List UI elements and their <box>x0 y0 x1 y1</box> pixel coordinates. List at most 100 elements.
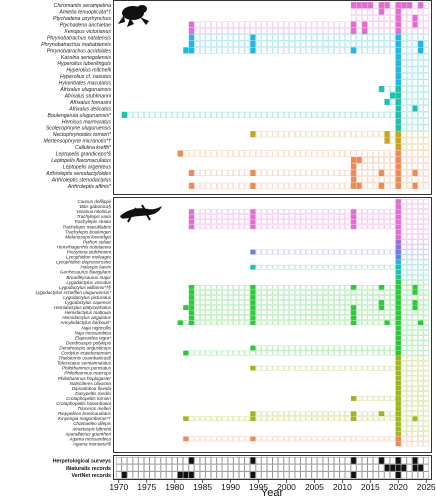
record-cell-empty <box>160 464 167 472</box>
record-cell-empty <box>300 169 306 177</box>
record-cell-empty <box>267 365 273 371</box>
species-label: Afrixalus fornasini <box>69 100 112 106</box>
record-cell-empty <box>417 360 424 366</box>
record-cell-empty <box>406 204 413 209</box>
record-cell-empty <box>373 345 379 351</box>
record-cell-empty <box>300 209 306 214</box>
record-cell-empty <box>417 176 424 183</box>
record-cell-empty <box>373 315 379 321</box>
record-cell-empty <box>222 285 228 290</box>
record-cell-empty <box>412 244 418 250</box>
record-cell-empty <box>322 300 329 305</box>
record-cell-empty <box>423 182 429 189</box>
record-cell-empty <box>390 21 396 28</box>
record-cell-empty <box>317 295 323 300</box>
record-cell-empty <box>255 182 262 189</box>
species-label: Lygodactylus picturatus <box>63 295 112 300</box>
record-cell-empty <box>300 219 306 225</box>
record-cell-empty <box>311 40 318 47</box>
record-cell-empty <box>255 416 262 422</box>
record-cell-empty <box>267 209 273 214</box>
record-cell-empty <box>362 350 368 356</box>
record-cell-empty <box>289 111 295 118</box>
record-cell-empty <box>401 131 407 138</box>
record-cell-empty <box>367 131 373 138</box>
record-cell-empty <box>328 111 334 118</box>
record-cell-empty <box>334 471 340 479</box>
record-cell-empty <box>216 350 223 356</box>
species-label: Arthroleptis xenodactyloides <box>45 171 111 177</box>
record-cell-empty <box>345 111 351 118</box>
record-cell-empty <box>334 40 340 47</box>
record-cell-empty <box>339 264 346 270</box>
x-tick-label: 1980 <box>165 482 184 492</box>
record-cell-empty <box>406 340 413 346</box>
record-cell-empty <box>272 305 278 310</box>
record-cell-empty <box>367 365 373 371</box>
record-cell-empty <box>406 98 413 106</box>
record-cell-empty <box>261 169 267 177</box>
record-cell-filled <box>412 105 418 112</box>
record-cell-empty <box>384 471 390 479</box>
record-cell-empty <box>423 21 429 28</box>
record-cell-empty <box>306 290 312 295</box>
record-cell-empty <box>390 411 396 416</box>
record-cell-empty <box>373 290 379 295</box>
record-cell-empty <box>311 21 318 28</box>
record-cell-empty <box>406 411 413 416</box>
record-cell-empty <box>406 360 413 366</box>
record-cell-empty <box>227 21 234 28</box>
record-cell-empty <box>390 300 396 305</box>
record-cell-empty <box>373 219 379 225</box>
record-cell-empty <box>328 34 334 41</box>
record-cell-empty <box>423 47 429 54</box>
record-cell-empty <box>216 219 223 225</box>
species-label: Phrynobatrachus mababiensis <box>41 42 111 48</box>
record-cell-empty <box>328 27 334 35</box>
record-cell-empty <box>199 310 206 315</box>
record-cell-empty <box>199 47 206 54</box>
record-cell-empty <box>116 457 122 465</box>
record-cell-empty <box>306 34 312 41</box>
record-cell-filled <box>395 426 401 432</box>
record-cell-filled <box>412 15 418 22</box>
record-cell-empty <box>367 300 373 305</box>
record-cell-empty <box>244 150 250 157</box>
record-cell-empty <box>317 34 323 41</box>
record-cell-empty <box>339 219 346 225</box>
record-cell-empty <box>401 431 407 437</box>
record-cell-empty <box>317 249 323 255</box>
species-label: Kinyongia magomberae*† <box>58 416 111 421</box>
record-cell-empty <box>199 436 206 442</box>
species-label: Hemidactylus platycephalus <box>54 305 112 310</box>
record-cell-empty <box>417 163 424 170</box>
heatmap-cells <box>116 2 429 479</box>
record-cell-empty <box>362 8 368 15</box>
record-cell-empty <box>222 436 228 442</box>
record-cell-empty <box>389 471 396 479</box>
record-cell-empty <box>216 464 223 472</box>
record-cell-empty <box>401 365 407 371</box>
record-cell-empty <box>244 111 250 118</box>
record-cell-empty <box>390 249 396 255</box>
record-cell-filled <box>395 254 401 260</box>
record-cell-empty <box>367 290 373 295</box>
record-cell-empty <box>401 305 407 310</box>
record-cell-filled <box>250 182 256 189</box>
record-cell-empty <box>406 290 413 295</box>
record-cell-empty <box>205 27 211 35</box>
record-cell-empty <box>350 436 357 442</box>
record-cell-empty <box>367 47 373 54</box>
record-cell-empty <box>216 182 223 189</box>
record-cell-empty <box>378 365 385 371</box>
record-cell-empty <box>317 47 323 54</box>
record-cell-empty <box>350 150 357 157</box>
record-cell-empty <box>222 21 228 28</box>
record-cell-empty <box>227 416 234 422</box>
record-cell-empty <box>390 98 396 106</box>
record-cell-empty <box>295 111 301 118</box>
record-cell-empty <box>328 457 334 465</box>
record-cell-empty <box>345 169 351 177</box>
record-cell-empty <box>401 340 407 346</box>
record-cell-empty <box>278 224 284 230</box>
